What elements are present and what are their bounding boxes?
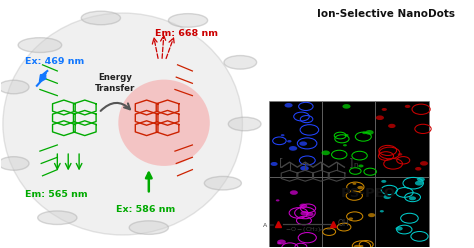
- Bar: [322, 101, 375, 177]
- Circle shape: [368, 213, 375, 217]
- Text: n: n: [354, 162, 358, 168]
- Circle shape: [380, 210, 384, 213]
- Circle shape: [301, 211, 309, 216]
- Text: ]: ]: [349, 157, 354, 167]
- Bar: [269, 101, 322, 177]
- Circle shape: [359, 245, 364, 247]
- Circle shape: [395, 226, 403, 231]
- Circle shape: [417, 177, 425, 182]
- Circle shape: [348, 217, 353, 220]
- Ellipse shape: [3, 13, 243, 235]
- Bar: [375, 101, 429, 177]
- Circle shape: [357, 186, 364, 189]
- Circle shape: [420, 161, 428, 166]
- Text: Ion-Selective NanoDots: Ion-Selective NanoDots: [317, 9, 455, 19]
- Ellipse shape: [168, 14, 208, 27]
- Circle shape: [398, 153, 402, 156]
- Circle shape: [415, 167, 421, 171]
- Circle shape: [321, 151, 330, 155]
- Circle shape: [276, 199, 280, 201]
- Ellipse shape: [129, 221, 168, 234]
- Circle shape: [342, 104, 351, 109]
- Ellipse shape: [18, 38, 62, 53]
- Text: Ex: 586 nm: Ex: 586 nm: [116, 205, 175, 214]
- Circle shape: [354, 245, 361, 248]
- Circle shape: [271, 162, 278, 166]
- Text: Ex: 469 nm: Ex: 469 nm: [25, 57, 84, 66]
- Circle shape: [345, 134, 348, 136]
- Circle shape: [381, 180, 386, 183]
- Text: PS-PEO: PS-PEO: [341, 186, 396, 200]
- Circle shape: [365, 130, 374, 135]
- Circle shape: [277, 242, 281, 245]
- Bar: [322, 177, 375, 248]
- Circle shape: [300, 166, 309, 171]
- Circle shape: [300, 204, 307, 208]
- Circle shape: [415, 181, 423, 186]
- Circle shape: [405, 105, 410, 108]
- Text: Energy
Transfer: Energy Transfer: [95, 73, 135, 93]
- Text: OH: OH: [337, 219, 349, 228]
- Bar: [375, 177, 429, 248]
- Ellipse shape: [118, 80, 210, 166]
- Circle shape: [277, 240, 286, 244]
- Circle shape: [383, 195, 391, 199]
- Circle shape: [388, 124, 396, 128]
- Text: Em: 668 nm: Em: 668 nm: [155, 30, 219, 38]
- Text: Em: 565 nm: Em: 565 nm: [25, 190, 87, 199]
- Text: $\sf{-O-(CH_2)_m-}$: $\sf{-O-(CH_2)_m-}$: [285, 225, 332, 234]
- Ellipse shape: [224, 56, 256, 69]
- Circle shape: [284, 103, 292, 108]
- Circle shape: [343, 144, 347, 146]
- Circle shape: [287, 140, 292, 143]
- Ellipse shape: [0, 157, 29, 170]
- Circle shape: [376, 115, 384, 120]
- Circle shape: [306, 212, 314, 216]
- Ellipse shape: [0, 80, 29, 94]
- Circle shape: [358, 164, 364, 167]
- Circle shape: [353, 183, 356, 185]
- Ellipse shape: [204, 176, 241, 190]
- Circle shape: [409, 196, 416, 200]
- Circle shape: [281, 134, 284, 136]
- Ellipse shape: [228, 117, 261, 131]
- Text: A =: A =: [263, 223, 274, 228]
- Circle shape: [289, 146, 297, 151]
- Text: [: [: [280, 157, 284, 167]
- Bar: [269, 177, 322, 248]
- Ellipse shape: [81, 11, 120, 25]
- Circle shape: [382, 108, 387, 111]
- Circle shape: [290, 190, 298, 195]
- Ellipse shape: [38, 211, 77, 224]
- Circle shape: [299, 141, 307, 146]
- Circle shape: [362, 131, 367, 134]
